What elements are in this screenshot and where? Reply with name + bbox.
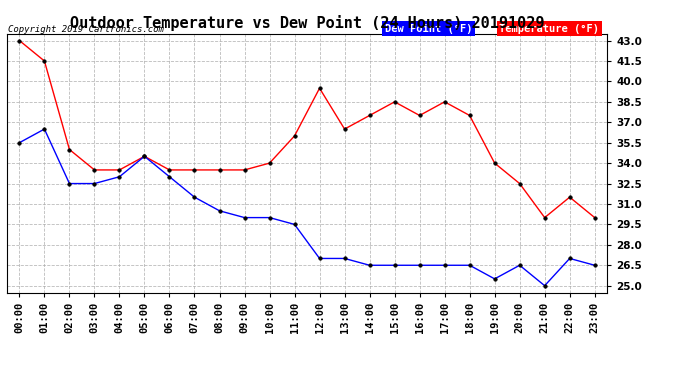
Title: Outdoor Temperature vs Dew Point (24 Hours) 20191029: Outdoor Temperature vs Dew Point (24 Hou… xyxy=(70,15,544,31)
Text: Dew Point (°F): Dew Point (°F) xyxy=(385,24,473,34)
Text: Temperature (°F): Temperature (°F) xyxy=(499,24,599,34)
Text: Copyright 2019 Cartronics.com: Copyright 2019 Cartronics.com xyxy=(8,25,164,34)
